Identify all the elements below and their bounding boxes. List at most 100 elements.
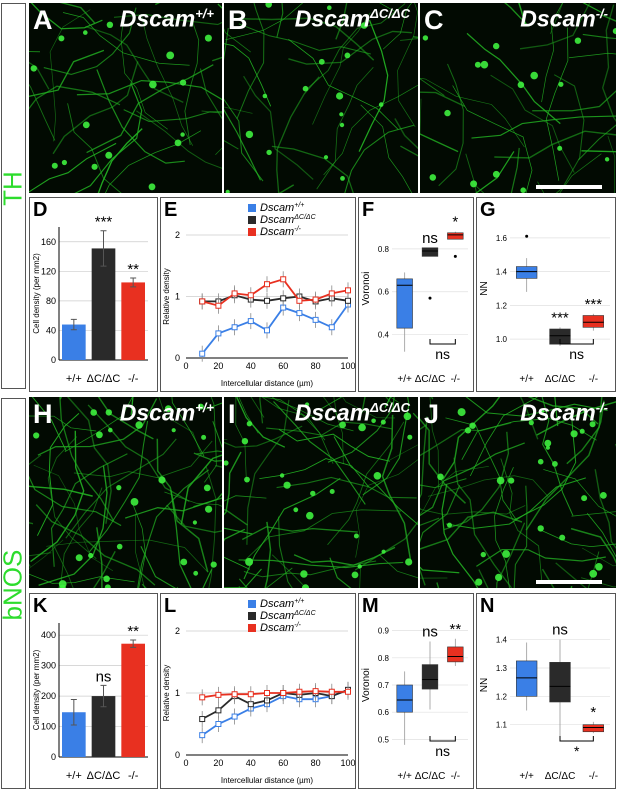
y-axis-label: Voronoi <box>361 272 372 306</box>
data-point <box>215 721 222 727</box>
x-tick-label: 100 <box>340 758 355 768</box>
y-tick-label: 1.4 <box>496 636 508 645</box>
x-tick-label: +/+ <box>397 771 412 782</box>
box-2 <box>447 646 464 663</box>
significance-label: *** <box>95 214 113 231</box>
data-point <box>296 297 303 304</box>
y-tick-label: 0.9 <box>378 627 390 636</box>
y-tick-label: 40 <box>46 325 56 335</box>
data-point <box>215 302 222 309</box>
x-tick-label: 60 <box>278 361 288 371</box>
panel-letter-j: J <box>424 399 440 429</box>
box-2 <box>582 315 604 328</box>
data-point <box>247 701 254 708</box>
y-axis-label: Relative density <box>162 268 171 324</box>
error-bar <box>100 684 107 708</box>
y-axis-label: Relative density <box>162 665 171 721</box>
group-label-bnos: bNOS <box>0 549 28 621</box>
x-tick-label: -/- <box>589 771 598 782</box>
legend-swatch <box>248 204 256 212</box>
x-axis-label: Intercellular distance (µm) <box>221 776 314 785</box>
x-tick-label: 40 <box>246 758 256 768</box>
outlier-point <box>453 254 457 258</box>
legend-entry: Dscam-/- <box>260 226 302 238</box>
y-axis-label: NN <box>479 281 490 295</box>
outlier-point <box>525 234 529 238</box>
y-tick-label: 0.8 <box>378 245 390 254</box>
panel-k-frame <box>29 593 158 789</box>
data-point <box>328 688 335 695</box>
error-bar <box>70 698 77 726</box>
legend-swatch <box>248 612 256 620</box>
genotype-label: Dscam+/+ <box>119 5 214 32</box>
x-tick-label: ΔC/ΔC <box>415 771 446 782</box>
significance-label: *** <box>585 296 603 313</box>
comparison-bracket <box>429 339 456 345</box>
x-tick-label: -/- <box>128 373 139 385</box>
box-0 <box>516 266 538 279</box>
legend-entry: DscamΔC/ΔC <box>260 610 317 622</box>
series-line-2 <box>202 690 348 699</box>
data-point <box>199 716 206 723</box>
data-point <box>247 318 254 325</box>
x-tick-label: -/- <box>451 771 460 782</box>
series-line-2 <box>201 278 349 307</box>
significance-label: ** <box>449 621 461 638</box>
x-tick-label: 0 <box>183 361 188 371</box>
box-0 <box>396 684 413 713</box>
y-tick-label: 80 <box>46 296 56 306</box>
panel-letter-d: D <box>33 199 48 221</box>
y-tick-label: 2 <box>175 626 180 636</box>
fluorescence-texture <box>224 397 418 588</box>
bnos-group-frame <box>1 398 26 789</box>
y-tick-label: 1.3 <box>496 664 508 673</box>
x-tick-label: 20 <box>213 758 223 768</box>
data-point <box>247 292 254 299</box>
data-point <box>264 297 270 304</box>
error-bar <box>130 277 137 288</box>
y-tick-label: 1.4 <box>496 268 508 277</box>
y-tick-label: 0 <box>175 750 180 760</box>
significance-label: * <box>590 704 596 721</box>
data-point <box>312 316 319 323</box>
chart-f: 0.4 0.6 0.8 +/+ ns ΔC/ΔC * -/- ns Voronoi <box>361 214 468 385</box>
panel-letter-b: B <box>228 5 248 35</box>
x-tick-label: +/+ <box>66 373 82 385</box>
series-line-1 <box>201 689 349 720</box>
data-point <box>231 324 238 331</box>
data-point <box>280 276 287 283</box>
box-0 <box>396 278 413 329</box>
y-tick-label: 0.7 <box>378 681 390 690</box>
micrograph-j: J Dscam-/- <box>420 397 616 588</box>
legend-entry: Dscam+/+ <box>260 598 304 610</box>
genotype-label: DscamΔC/ΔC <box>294 399 410 426</box>
legend-entry: Dscam-/- <box>260 622 302 634</box>
bracket-label: * <box>574 743 580 759</box>
panel-d-frame <box>29 197 158 392</box>
legend-swatch <box>248 624 256 632</box>
bracket-label: ns <box>435 743 450 759</box>
y-tick-label: 2 <box>175 230 180 240</box>
y-tick-label: 0.8 <box>378 654 390 663</box>
chart-g: 1.0 1.2 1.4 1.6 +/+ *** ΔC/ΔC *** -/- ns NN <box>479 234 610 385</box>
micrograph-a: A Dscam+/+ <box>29 3 222 193</box>
data-point <box>264 690 270 696</box>
data-point <box>199 694 206 701</box>
genotype-label: Dscam-/- <box>520 5 608 32</box>
box-2 <box>447 232 464 240</box>
x-tick-label: 100 <box>340 361 355 371</box>
data-point <box>215 330 222 337</box>
bar-1 <box>91 696 116 757</box>
fluorescence-texture <box>29 3 222 193</box>
panel-letter-l: L <box>164 595 177 617</box>
scale-bar <box>536 185 602 189</box>
x-tick-label: ΔC/ΔC <box>415 374 446 385</box>
genotype-label: DscamΔC/ΔC <box>294 5 410 32</box>
significance-label: ns <box>96 668 112 685</box>
data-point <box>215 691 222 698</box>
x-tick-label: 0 <box>183 758 188 768</box>
y-tick-label: 1 <box>175 688 180 698</box>
data-point <box>215 707 222 714</box>
data-point <box>296 688 303 695</box>
